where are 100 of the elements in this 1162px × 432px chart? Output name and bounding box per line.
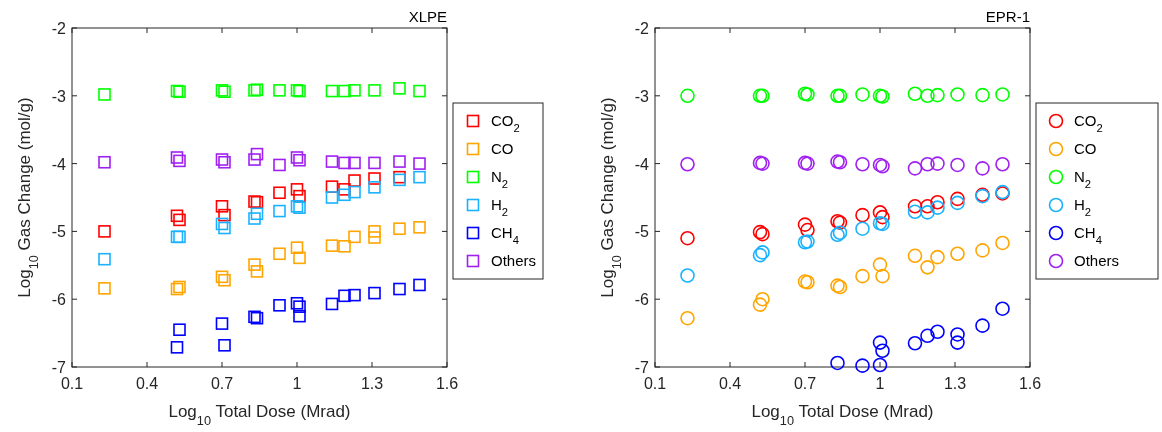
- point: [950, 327, 965, 342]
- y-tick-label: -5: [51, 223, 67, 241]
- point: [920, 260, 935, 275]
- legend-label: Others: [1074, 252, 1120, 269]
- point: [907, 161, 923, 176]
- point: [248, 153, 261, 166]
- point: [393, 155, 406, 168]
- point: [98, 225, 111, 238]
- point: [325, 155, 339, 168]
- y-tick-label: -3: [51, 87, 67, 105]
- point: [855, 87, 870, 102]
- point: [907, 86, 923, 102]
- point: [680, 156, 695, 172]
- point: [393, 82, 406, 95]
- point: [218, 221, 231, 235]
- point: [338, 240, 351, 253]
- point: [338, 156, 351, 170]
- point: [348, 156, 361, 170]
- point: [348, 230, 361, 244]
- point: [872, 357, 888, 373]
- point: [293, 251, 306, 265]
- legend-label: CH$_{4}$: [1074, 224, 1102, 246]
- point: [995, 235, 1010, 251]
- point: [368, 286, 381, 300]
- point: [325, 239, 339, 252]
- point: [907, 204, 923, 220]
- point: [950, 87, 965, 102]
- x-tick-label: 0.7: [210, 375, 234, 392]
- point: [413, 84, 426, 98]
- point: [680, 268, 695, 283]
- point: [875, 209, 890, 225]
- point: [907, 335, 923, 351]
- point: [368, 231, 381, 244]
- point: [173, 323, 186, 337]
- point: [930, 87, 945, 103]
- legend-label: N$_{2}$: [1074, 168, 1092, 190]
- x-tick-label: 0.4: [718, 375, 742, 392]
- point: [920, 88, 935, 104]
- point: [907, 248, 923, 264]
- point: [680, 230, 695, 246]
- point: [98, 155, 111, 169]
- point: [950, 246, 965, 262]
- point: [170, 151, 184, 164]
- point: [325, 191, 339, 204]
- y-tick-label: -3: [634, 87, 650, 105]
- point: [348, 84, 361, 97]
- point: [950, 195, 965, 211]
- x-tick-label: 1.3: [943, 375, 967, 392]
- point: [975, 87, 990, 103]
- point: [338, 84, 351, 98]
- legend-label: CO$_{2}$: [1074, 112, 1103, 134]
- point: [173, 213, 186, 227]
- point: [215, 200, 229, 213]
- point: [413, 157, 426, 170]
- point: [98, 282, 111, 295]
- point: [907, 199, 923, 214]
- point: [273, 247, 286, 261]
- point: [248, 212, 261, 225]
- x-tick-label: 1.6: [435, 375, 459, 392]
- point: [755, 291, 770, 307]
- point: [995, 87, 1010, 102]
- y-tick-label: -7: [51, 359, 67, 376]
- y-tick-label: -6: [634, 291, 650, 309]
- point: [273, 186, 286, 200]
- x-tick-label: 0.7: [793, 375, 817, 392]
- y-tick-label: -4: [634, 155, 650, 173]
- point: [930, 156, 945, 171]
- point: [368, 181, 381, 194]
- point: [920, 199, 935, 214]
- point: [680, 88, 695, 104]
- point: [950, 157, 965, 173]
- point: [855, 268, 870, 284]
- point: [250, 265, 264, 278]
- point: [348, 185, 361, 199]
- point: [250, 207, 264, 221]
- point: [872, 205, 888, 220]
- point: [273, 158, 286, 172]
- point: [290, 296, 304, 310]
- point: [800, 222, 815, 238]
- point: [368, 84, 381, 97]
- point: [920, 156, 935, 172]
- point: [215, 217, 229, 231]
- legend-label: CO$_{2}$: [491, 112, 520, 134]
- point: [290, 241, 304, 254]
- point: [875, 268, 890, 284]
- point: [368, 156, 381, 170]
- point: [995, 301, 1010, 316]
- point: [338, 289, 351, 303]
- point: [995, 156, 1010, 172]
- point: [797, 217, 813, 232]
- legend-label: CH$_{4}$: [491, 224, 519, 246]
- point: [920, 205, 935, 220]
- x-tick-label: 1.6: [1018, 375, 1042, 392]
- point: [368, 172, 381, 185]
- point: [975, 318, 990, 333]
- chart-title: XLPE: [408, 8, 447, 25]
- point: [290, 183, 304, 196]
- point: [680, 310, 695, 326]
- legend-label: H$_{2}$: [1074, 196, 1092, 218]
- point: [293, 309, 306, 323]
